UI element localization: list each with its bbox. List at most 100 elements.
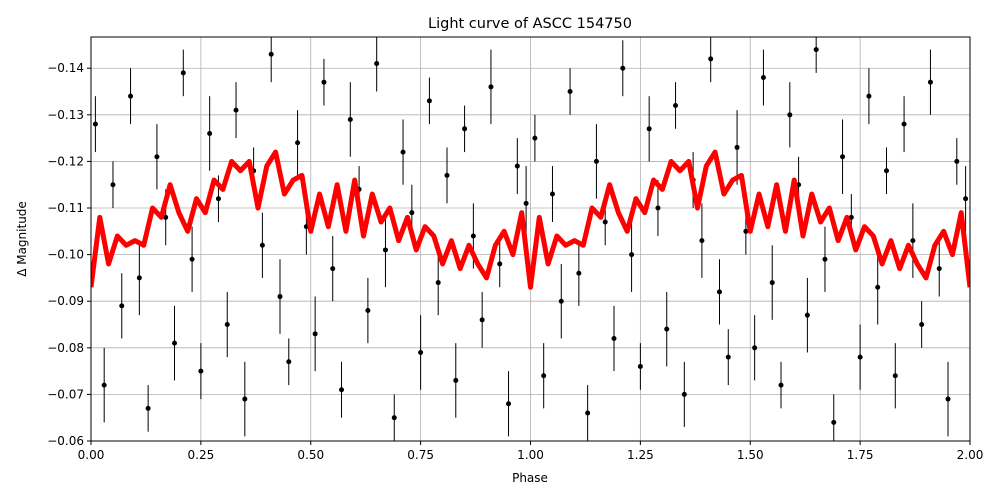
data-point: [848, 214, 854, 220]
data-point: [699, 238, 705, 244]
data-point: [277, 294, 283, 300]
data-point: [180, 70, 186, 76]
data-point: [215, 196, 221, 202]
data-point: [207, 130, 213, 136]
y-tick-label: −0.11: [47, 201, 84, 215]
data-point: [629, 252, 635, 258]
data-point: [435, 280, 441, 286]
data-point: [752, 345, 758, 351]
data-point: [242, 396, 248, 402]
data-point: [136, 275, 142, 281]
data-point: [681, 391, 687, 397]
data-point: [400, 149, 406, 155]
chart-title: Light curve of ASCC 154750: [428, 16, 632, 32]
data-point: [558, 298, 564, 304]
data-point: [101, 382, 107, 388]
data-point: [479, 317, 485, 323]
plot-area: [91, 37, 970, 441]
data-point: [506, 401, 512, 407]
data-point: [822, 256, 828, 262]
data-point: [163, 214, 169, 220]
data-point: [857, 354, 863, 360]
data-point: [919, 322, 925, 328]
x-axis-label: Phase: [512, 471, 548, 485]
data-point: [602, 219, 608, 225]
data-point: [347, 116, 353, 122]
data-point: [391, 415, 397, 421]
data-point: [593, 158, 599, 164]
axes: 0.00 0.25 0.50 0.75 1.00 1.25 1.50 1.75 2.00 −0.1…: [47, 61, 983, 462]
x-tick-label: 1.25: [627, 448, 654, 462]
y-tick-label: −0.10: [47, 248, 84, 262]
data-point: [963, 196, 969, 202]
x-tick-label: 1.00: [517, 448, 544, 462]
data-point: [945, 396, 951, 402]
y-axis-label: Δ Magnitude: [15, 201, 29, 277]
model-line: [91, 149, 970, 290]
data-point: [339, 387, 345, 393]
data-point: [927, 79, 933, 85]
data-point: [330, 266, 336, 272]
data-point: [497, 261, 503, 267]
x-tick-label: 2.00: [957, 448, 984, 462]
data-point: [708, 56, 714, 62]
y-tick-label: −0.09: [47, 294, 84, 308]
data-point: [154, 154, 160, 160]
x-tick-label: 1.75: [847, 448, 874, 462]
data-point: [172, 340, 178, 346]
x-tick-label: 0.75: [407, 448, 434, 462]
data-point: [910, 238, 916, 244]
data-point: [760, 75, 766, 81]
data-point: [655, 205, 661, 211]
data-point: [892, 373, 898, 379]
data-point: [128, 93, 134, 99]
data-point: [189, 256, 195, 262]
data-point: [462, 126, 468, 132]
data-point: [664, 326, 670, 332]
data-point: [725, 354, 731, 360]
data-point: [646, 126, 652, 132]
data-point: [576, 270, 582, 276]
data-point: [875, 284, 881, 290]
data-point: [119, 303, 125, 309]
data-point: [321, 79, 327, 85]
y-tick-label: −0.08: [47, 341, 84, 355]
data-point: [866, 93, 872, 99]
data-point: [620, 65, 626, 71]
data-point: [453, 377, 459, 383]
data-point: [312, 331, 318, 337]
data-point: [743, 228, 749, 234]
data-point: [883, 168, 889, 174]
x-tick-label: 0.00: [78, 448, 105, 462]
x-tick-label: 0.50: [297, 448, 324, 462]
data-point: [936, 266, 942, 272]
data-point: [110, 182, 116, 188]
data-point: [532, 135, 538, 141]
y-tick-label: −0.13: [47, 108, 84, 122]
data-point: [734, 144, 740, 150]
data-point: [92, 121, 98, 127]
data-point: [409, 210, 415, 216]
data-point: [831, 419, 837, 425]
data-point: [426, 98, 432, 104]
data-point: [268, 51, 274, 57]
data-point: [541, 373, 547, 379]
data-point: [259, 242, 265, 248]
data-point: [637, 363, 643, 369]
data-point: [778, 382, 784, 388]
data-point: [611, 335, 617, 341]
y-tick-label: −0.12: [47, 154, 84, 168]
data-point: [295, 140, 301, 146]
data-point: [954, 158, 960, 164]
x-tick-label: 0.25: [188, 448, 215, 462]
data-point: [673, 102, 679, 108]
data-point: [382, 247, 388, 253]
data-point: [567, 89, 573, 95]
data-point: [470, 233, 476, 239]
data-point: [804, 312, 810, 318]
y-tick-label: −0.14: [47, 61, 84, 75]
data-point: [549, 191, 555, 197]
data-point: [233, 107, 239, 113]
data-point: [224, 322, 230, 328]
